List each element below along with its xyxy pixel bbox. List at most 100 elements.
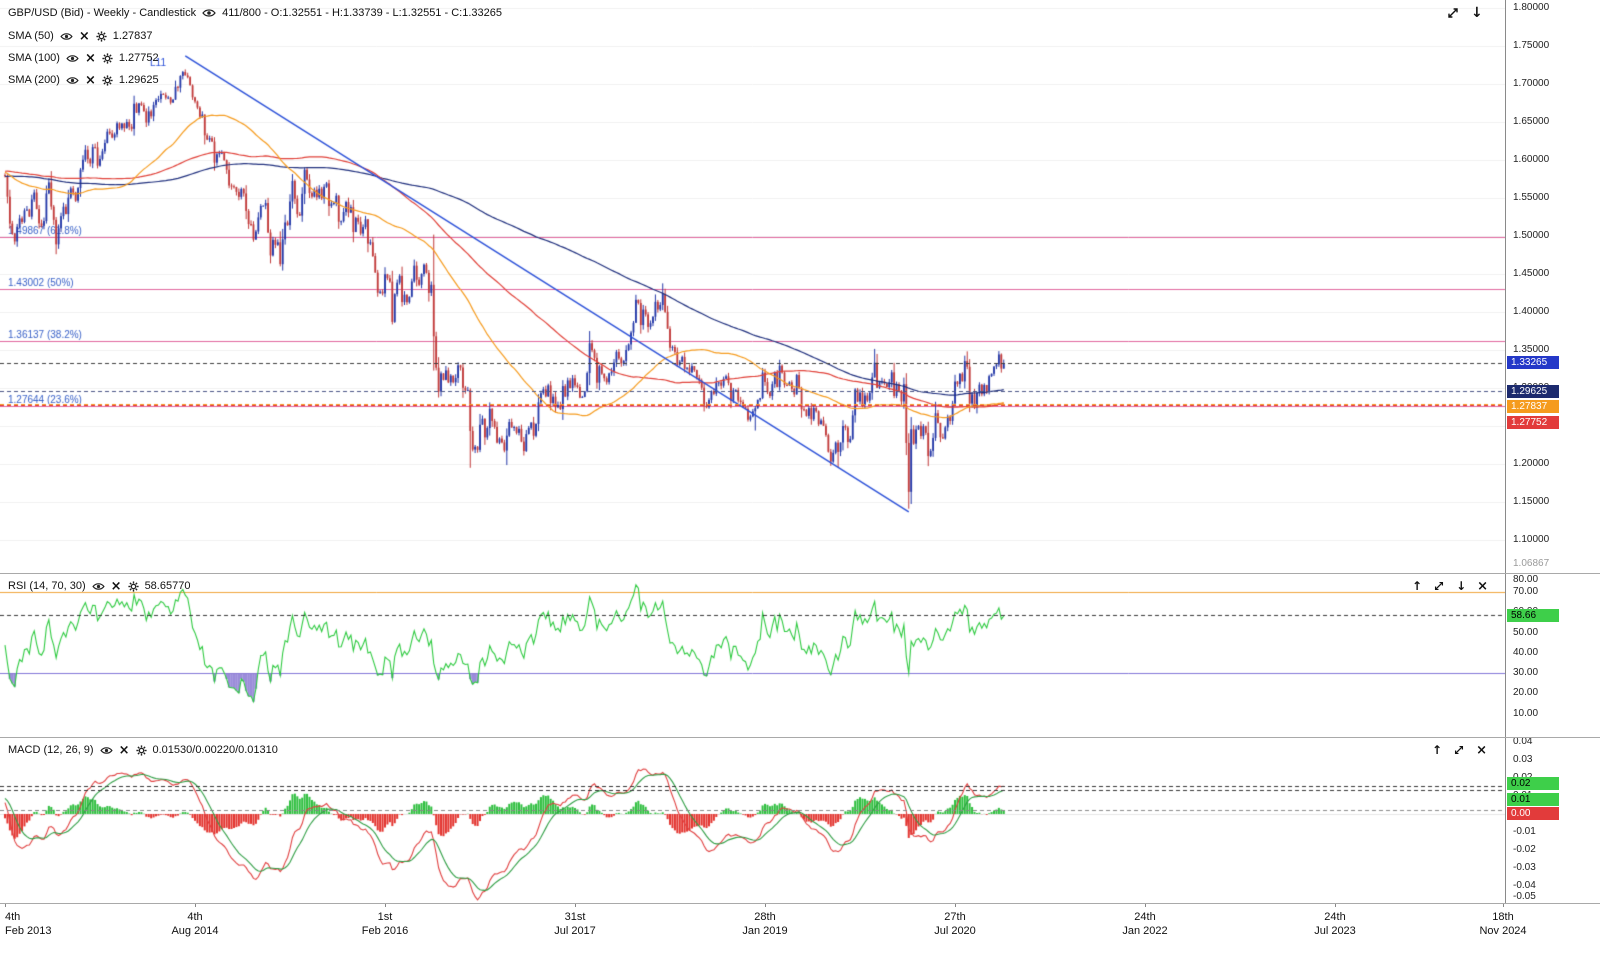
- time-axis-label: 4th Feb 2013: [5, 911, 52, 937]
- time-axis-tick: [1503, 903, 1504, 907]
- close-icon[interactable]: ×: [78, 28, 90, 44]
- axis-label: -0.01: [1513, 826, 1536, 837]
- axis-label: 40.00: [1513, 646, 1539, 658]
- panel-separator[interactable]: [0, 573, 1600, 574]
- axis-label: 20.00: [1513, 687, 1539, 699]
- chart-ohlc-stats: 411/800 - O:1.32551 - H:1.33739 - L:1.32…: [222, 7, 502, 19]
- time-axis-label: 24th Jan 2022: [1122, 911, 1168, 937]
- axis-label: 1.45000: [1513, 268, 1550, 279]
- axis-label: 1.50000: [1513, 230, 1550, 241]
- axis-label: 0.04: [1513, 736, 1533, 747]
- axis-label: 10.00: [1513, 707, 1539, 719]
- eye-icon[interactable]: [92, 582, 105, 591]
- chart-title: GBP/USD (Bid) - Weekly - Candlestick: [8, 7, 197, 19]
- time-axis-label: 4th Aug 2014: [171, 911, 219, 937]
- indicator-label: RSI (14, 70, 30): [8, 580, 86, 592]
- eye-icon[interactable]: [99, 746, 113, 755]
- time-axis-label: 27th Jul 2020: [934, 911, 976, 937]
- indicator-label: MACD (12, 26, 9): [8, 744, 94, 756]
- indicator-label: SMA (50): [8, 30, 54, 42]
- axis-label: 0.03: [1513, 754, 1533, 765]
- axis-label: 80.00: [1513, 574, 1539, 585]
- time-axis-label: 31st Jul 2017: [554, 911, 596, 937]
- macd-value-badge: 0.02: [1507, 776, 1559, 790]
- axis-label: -0.02: [1513, 844, 1536, 855]
- time-axis-tick: [385, 903, 386, 907]
- eye-icon[interactable]: [66, 54, 79, 63]
- time-axis-tick: [5, 903, 6, 907]
- main-panel-actions: ↓: [1446, 6, 1483, 20]
- axis-label: 30.00: [1513, 667, 1539, 678]
- axis-label: 1.65000: [1513, 116, 1550, 127]
- rsi-chart-canvas[interactable]: [0, 573, 1505, 737]
- gear-icon[interactable]: [102, 52, 113, 64]
- indicator-value: 58.65770: [144, 580, 191, 592]
- move-pane-down-icon[interactable]: ↓: [1471, 5, 1483, 21]
- indicator-value-badge: 1.27752: [1507, 415, 1559, 429]
- indicator-value: 1.29625: [118, 74, 159, 86]
- time-axis-tick: [575, 903, 576, 907]
- rsi-value-badge: 58.66: [1507, 608, 1559, 622]
- close-pane-icon[interactable]: ×: [1477, 578, 1489, 594]
- current-price-badge: 1.33265: [1507, 355, 1559, 369]
- time-axis-tick: [195, 903, 196, 907]
- indicator-row-sma200: SMA (200) × 1.29625: [8, 72, 159, 88]
- indicator-value-badge: 1.27837: [1507, 399, 1559, 413]
- panel-separator: [0, 903, 1600, 904]
- expand-pane-icon[interactable]: [1446, 6, 1460, 20]
- gear-icon[interactable]: [96, 30, 107, 42]
- axis-label: -0.04: [1513, 880, 1536, 891]
- time-axis-tick: [1145, 903, 1146, 907]
- chart-header: GBP/USD (Bid) - Weekly - Candlestick 411…: [8, 7, 502, 19]
- axis-label: 1.10000: [1513, 534, 1550, 545]
- eye-icon[interactable]: [202, 8, 216, 18]
- time-axis-label: 28th Jan 2019: [742, 911, 788, 937]
- eye-icon[interactable]: [60, 32, 73, 41]
- axis-label: 1.20000: [1513, 458, 1550, 469]
- axis-label: 1.60000: [1513, 154, 1550, 165]
- price-axis[interactable]: 1.80000 1.75000 1.70000 1.65000 1.60000 1.550…: [1505, 0, 1600, 903]
- indicator-value: 1.27752: [118, 52, 159, 64]
- axis-label: 50.00: [1513, 626, 1539, 638]
- move-pane-up-icon[interactable]: ↑: [1432, 743, 1443, 757]
- gear-icon[interactable]: [135, 744, 147, 756]
- panel-separator[interactable]: [0, 737, 1600, 738]
- axis-label: 1.06867: [1513, 557, 1550, 569]
- axis-label: 1.75000: [1513, 40, 1550, 51]
- move-pane-down-icon[interactable]: ↓: [1456, 579, 1467, 593]
- eye-icon[interactable]: [66, 76, 79, 85]
- price-chart-canvas[interactable]: [0, 0, 1505, 573]
- time-axis[interactable]: 4th Feb 2013 4th Aug 2014 1st Feb 2016 31st Jul…: [0, 903, 1600, 954]
- gear-icon[interactable]: [127, 580, 139, 592]
- close-icon[interactable]: ×: [84, 72, 96, 88]
- macd-chart-canvas[interactable]: [0, 737, 1505, 903]
- indicator-row-sma100: SMA (100) × 1.27752: [8, 50, 159, 66]
- move-pane-up-icon[interactable]: ↑: [1412, 579, 1423, 593]
- expand-pane-icon[interactable]: [1433, 580, 1445, 592]
- time-axis-tick: [955, 903, 956, 907]
- close-pane-icon[interactable]: ×: [1476, 742, 1487, 758]
- expand-pane-icon[interactable]: [1453, 744, 1465, 756]
- macd-header: MACD (12, 26, 9) × 0.01530/0.00220/0.013…: [8, 742, 278, 758]
- indicator-label: SMA (100): [8, 52, 60, 64]
- indicator-value: 0.01530/0.00220/0.01310: [152, 744, 278, 756]
- time-axis-label: 1st Feb 2016: [361, 911, 409, 937]
- indicator-value: 1.27837: [112, 30, 153, 42]
- axis-label: 1.80000: [1513, 2, 1550, 13]
- indicator-label: SMA (200): [8, 74, 60, 86]
- close-icon[interactable]: ×: [118, 742, 130, 758]
- time-axis-tick: [1335, 903, 1336, 907]
- rsi-header: RSI (14, 70, 30) × 58.65770: [8, 578, 191, 594]
- rsi-panel-actions: ↑ ↓ ×: [1412, 578, 1489, 594]
- axis-label: -0.05: [1513, 891, 1536, 902]
- axis-label: 1.55000: [1513, 192, 1550, 203]
- close-icon[interactable]: ×: [110, 578, 122, 594]
- macd-value-badge: 0.01: [1507, 792, 1559, 806]
- axis-label: 1.70000: [1513, 78, 1550, 89]
- time-axis-tick: [765, 903, 766, 907]
- gear-icon[interactable]: [102, 74, 113, 86]
- close-icon[interactable]: ×: [84, 50, 96, 66]
- axis-label: 1.15000: [1513, 496, 1550, 507]
- macd-panel-actions: ↑ ×: [1432, 742, 1487, 758]
